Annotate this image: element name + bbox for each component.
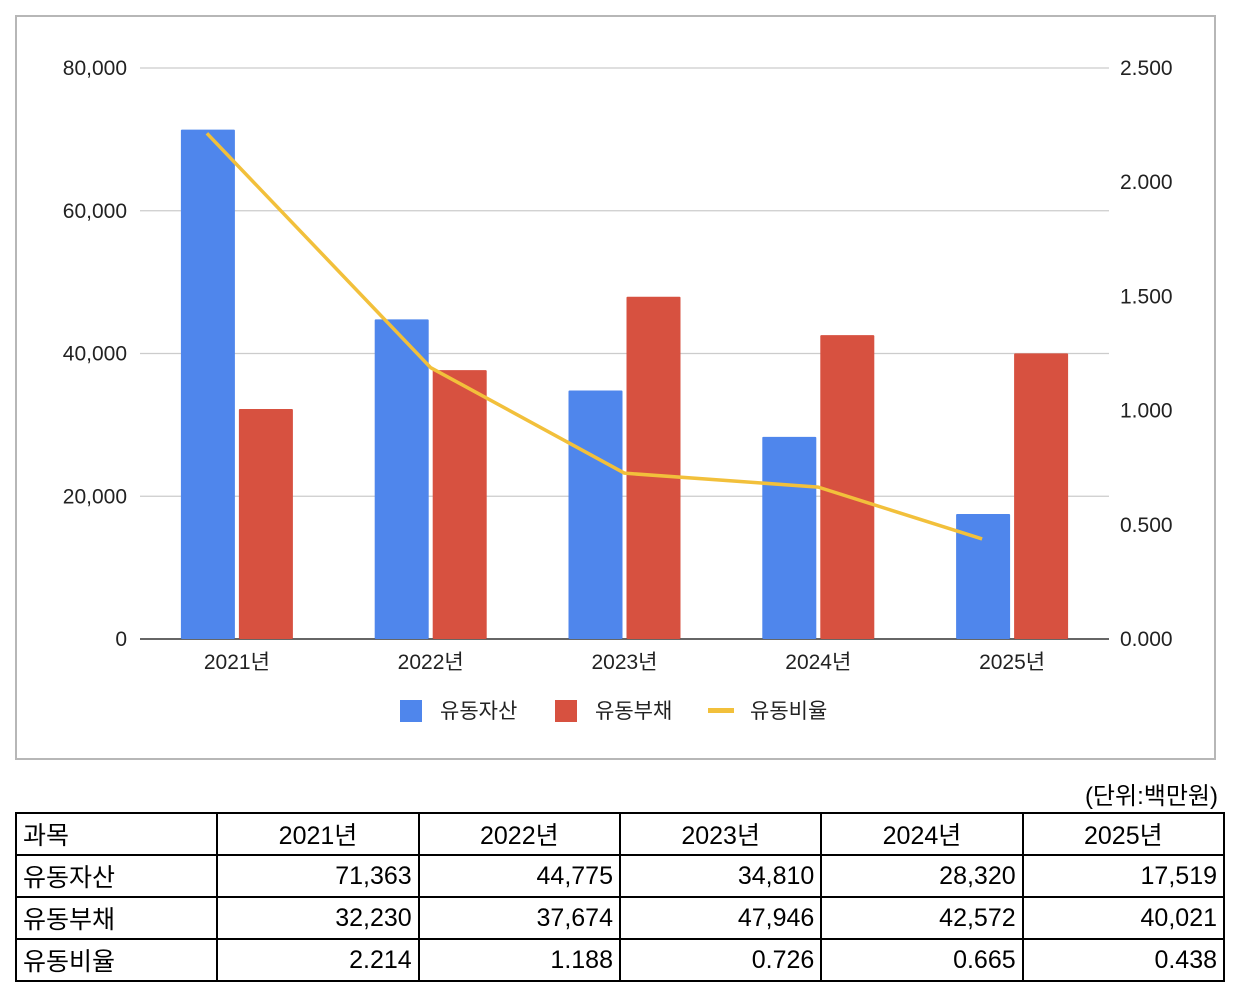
y-left-tick-label: 80,000: [63, 57, 127, 80]
legend-swatch: [555, 700, 577, 722]
bar-유동부채-2024년: [820, 335, 875, 639]
combo-chart: 0 20,000 40,000 60,000 80,000 0.000 0.500 1.000…: [63, 57, 1173, 723]
bar-유동부채-2022년: [432, 370, 487, 639]
legend-label: 유동부채: [595, 700, 672, 723]
table-row: 유동비율 2.214 1.188 0.726 0.665 0.438: [14, 938, 1226, 982]
bar-유동부채-2023년: [626, 296, 681, 639]
table-cell: 0.726: [618, 938, 823, 982]
x-tick-label: 2022년: [398, 651, 464, 674]
y-left-tick-label: 60,000: [63, 200, 127, 223]
row-label: 유동부채: [14, 896, 219, 940]
row-label: 유동비율: [14, 938, 219, 982]
unit-note: (단위:백만원): [1084, 783, 1218, 810]
header-cell: 2023년: [618, 812, 823, 856]
y-left-tick-label: 20,000: [63, 485, 127, 508]
table-cell: 0.665: [820, 938, 1024, 982]
header-cell: 2024년: [820, 812, 1024, 856]
legend-label: 유동비율: [750, 700, 827, 723]
table-cell: 0.438: [1021, 938, 1226, 982]
y-right-tick-label: 0.500: [1120, 514, 1173, 537]
x-tick-label: 2023년: [591, 651, 657, 674]
legend-label: 유동자산: [440, 700, 517, 723]
bar-유동부채-2021년: [238, 408, 293, 639]
y-right-tick-label: 2.000: [1120, 171, 1173, 194]
table-header-row: 과목 2021년 2022년 2023년 2024년 2025년: [14, 812, 1226, 856]
table-row: 유동자산 71,363 44,775 34,810 28,320 17,519: [14, 854, 1226, 898]
table-cell: 44,775: [417, 854, 621, 898]
bar-유동자산-2023년: [568, 390, 623, 639]
bar-유동자산-2024년: [762, 436, 817, 639]
y-right-tick-label: 1.500: [1120, 285, 1173, 308]
table-cell: 28,320: [820, 854, 1024, 898]
header-cell: 2021년: [216, 812, 420, 856]
x-tick-label: 2024년: [785, 651, 851, 674]
y-right-tick-label: 1.000: [1120, 400, 1173, 423]
table-cell: 40,021: [1021, 896, 1226, 940]
y-right-tick-label: 2.500: [1120, 57, 1173, 80]
table-cell: 1.188: [417, 938, 621, 982]
table-cell: 37,674: [417, 896, 621, 940]
y-right-tick-label: 0.000: [1120, 628, 1173, 651]
table-cell: 32,230: [216, 896, 420, 940]
table-cell: 71,363: [216, 854, 420, 898]
table-cell: 2.214: [216, 938, 420, 982]
chart-container: 0 20,000 40,000 60,000 80,000 0.000 0.500 1.000…: [15, 15, 1216, 760]
header-cell: 2022년: [417, 812, 621, 856]
line-유동비율: [205, 132, 983, 541]
bar-유동자산-2025년: [956, 513, 1011, 639]
data-table: 과목 2021년 2022년 2023년 2024년 2025년 유동자산 71…: [14, 812, 1226, 982]
legend-swatch: [400, 700, 422, 722]
x-tick-label: 2025년: [979, 651, 1045, 674]
bar-유동자산-2022년: [374, 319, 429, 639]
table-cell: 47,946: [618, 896, 823, 940]
header-cell: 과목: [14, 812, 219, 856]
table-cell: 34,810: [618, 854, 823, 898]
x-tick-label: 2021년: [204, 651, 270, 674]
legend-swatch: [708, 708, 734, 713]
table-cell: 42,572: [820, 896, 1024, 940]
table-cell: 17,519: [1021, 854, 1226, 898]
bar-유동부채-2025년: [1014, 353, 1069, 639]
header-cell: 2025년: [1021, 812, 1226, 856]
y-left-tick-label: 0: [115, 628, 127, 651]
bar-유동자산-2021년: [180, 129, 235, 639]
row-label: 유동자산: [14, 854, 219, 898]
y-left-tick-label: 40,000: [63, 343, 127, 366]
table-row: 유동부채 32,230 37,674 47,946 42,572 40,021: [14, 896, 1226, 940]
